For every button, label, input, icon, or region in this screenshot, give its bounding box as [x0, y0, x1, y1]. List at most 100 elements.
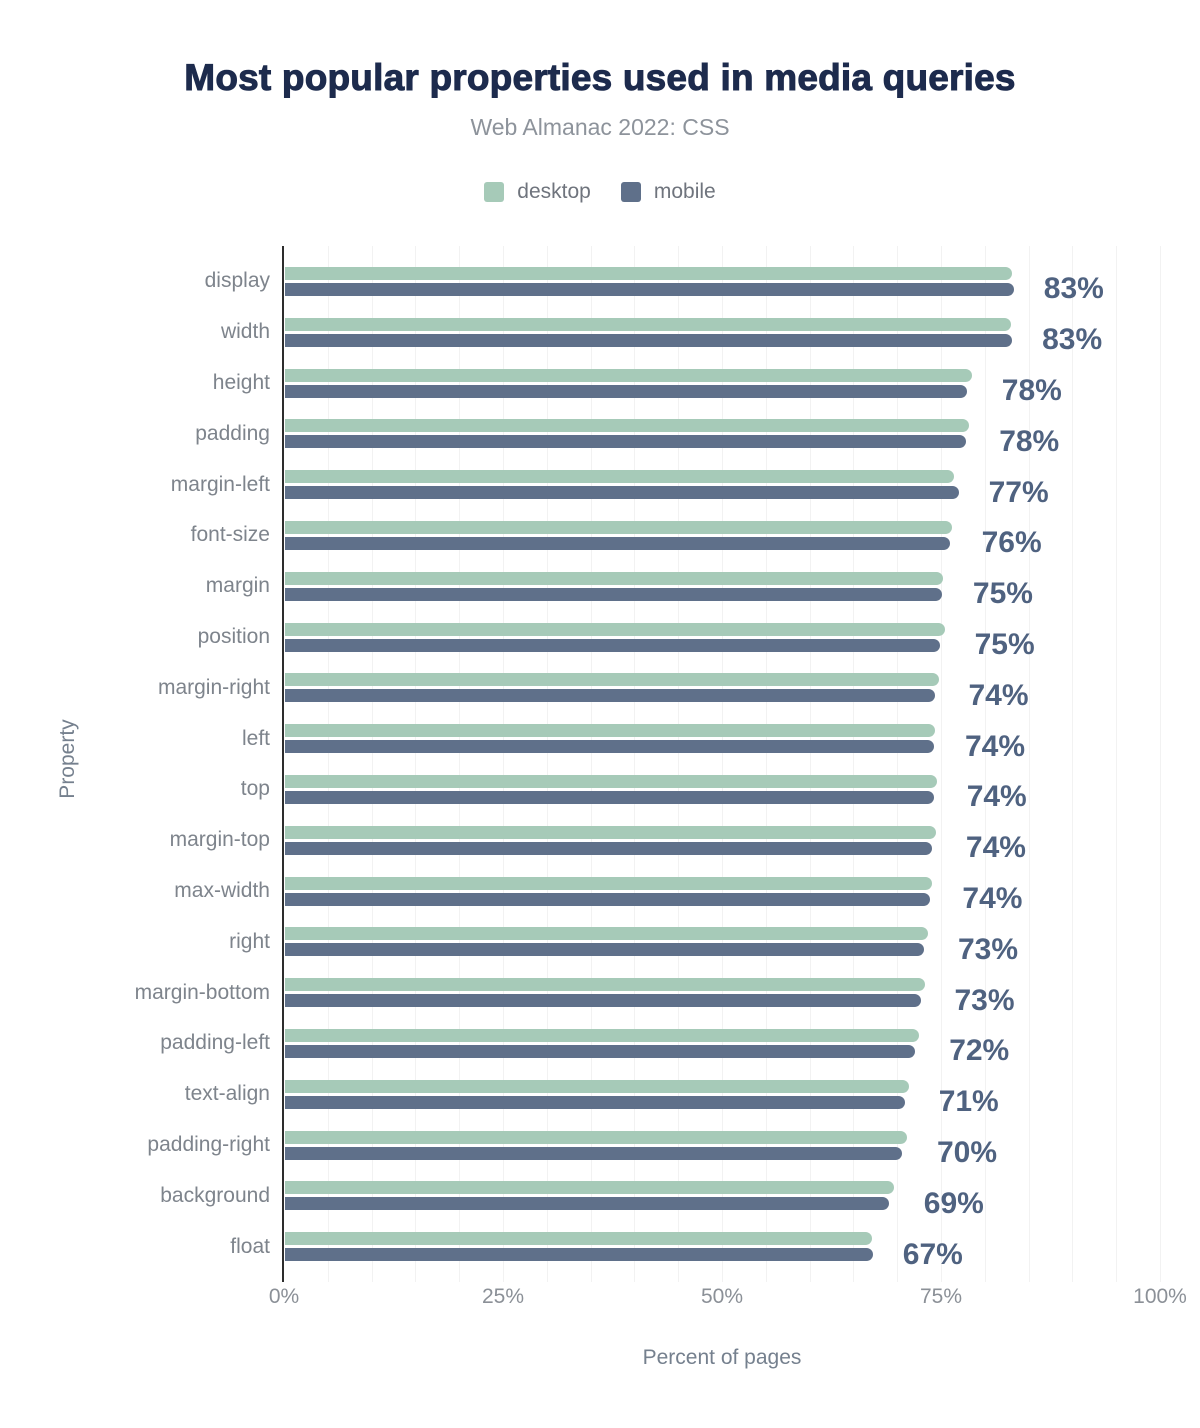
- chart-row: padding 78%: [0, 409, 1200, 460]
- value-label: 67%: [902, 1237, 963, 1271]
- x-axis-title: Percent of pages: [642, 1346, 802, 1369]
- bar-mobile: [285, 486, 959, 500]
- value-label: 73%: [954, 983, 1015, 1017]
- value-label: 72%: [949, 1034, 1010, 1068]
- gridline: [1116, 246, 1118, 1282]
- gridline: [546, 246, 548, 1282]
- x-tick-label: 75%: [919, 1285, 963, 1308]
- chart-row: right 73%: [0, 917, 1200, 968]
- bar-mobile: [285, 740, 935, 754]
- bar-desktop: [285, 368, 972, 382]
- gridline: [853, 246, 855, 1282]
- gridline: [327, 246, 329, 1282]
- bar-mobile: [285, 1044, 915, 1058]
- gridline: [1160, 246, 1161, 1282]
- bar-mobile: [285, 892, 930, 906]
- category-label: max-width: [174, 879, 270, 903]
- value-label: 74%: [965, 831, 1026, 865]
- bar-mobile: [285, 638, 941, 652]
- legend: desktop mobile: [0, 180, 1200, 204]
- bar-mobile: [285, 333, 1013, 347]
- bar-desktop: [285, 571, 943, 585]
- bar-desktop: [285, 673, 939, 687]
- chart-row: width 83%: [0, 307, 1200, 358]
- value-label: 71%: [938, 1085, 999, 1119]
- category-label: padding: [195, 421, 270, 445]
- value-label: 75%: [972, 577, 1033, 611]
- category-label: display: [204, 269, 270, 293]
- gridline: [678, 246, 680, 1282]
- value-label: 73%: [958, 932, 1019, 966]
- category-label: font-size: [190, 523, 270, 547]
- chart-row: max-width 74%: [0, 866, 1200, 917]
- chart-row: margin-bottom 73%: [0, 967, 1200, 1018]
- chart-row: margin-left 77%: [0, 459, 1200, 510]
- x-tick-label: 0%: [268, 1285, 300, 1308]
- bar-desktop: [285, 1232, 872, 1246]
- chart-row: top 74%: [0, 764, 1200, 815]
- bar-mobile: [285, 1095, 906, 1109]
- bar-desktop: [285, 470, 955, 484]
- category-label: width: [220, 320, 270, 344]
- bar-mobile: [285, 790, 935, 804]
- category-label: float: [230, 1234, 270, 1258]
- category-label: margin-bottom: [134, 980, 270, 1004]
- chart-row: margin-top 74%: [0, 815, 1200, 866]
- bar-mobile: [285, 435, 966, 449]
- bar-desktop: [285, 317, 1012, 331]
- mobile-swatch-icon: [620, 182, 641, 202]
- category-label: height: [212, 371, 270, 395]
- gridline: [1072, 246, 1074, 1282]
- bar-mobile: [285, 841, 932, 855]
- category-label: right: [229, 929, 270, 953]
- chart-row: display 83%: [0, 256, 1200, 307]
- category-label: top: [240, 777, 270, 801]
- value-label: 75%: [974, 628, 1035, 662]
- legend-label-mobile: mobile: [653, 180, 716, 203]
- gridline: [1028, 246, 1030, 1282]
- bar-mobile: [285, 943, 924, 957]
- x-tick-label: 100%: [1133, 1285, 1187, 1308]
- x-tick-label: 50%: [700, 1285, 744, 1308]
- chart-row: padding-left 72%: [0, 1018, 1200, 1069]
- value-label: 77%: [988, 475, 1049, 509]
- gridline: [503, 246, 504, 1282]
- gridline: [590, 246, 592, 1282]
- bar-mobile: [285, 1146, 902, 1160]
- category-label: position: [197, 625, 270, 649]
- bar-desktop: [285, 622, 945, 636]
- value-label: 78%: [1001, 374, 1062, 408]
- chart-row: position 75%: [0, 612, 1200, 663]
- value-label: 74%: [968, 678, 1029, 712]
- category-label: margin-left: [170, 472, 270, 496]
- chart-row: background 69%: [0, 1171, 1200, 1222]
- bar-desktop: [285, 724, 935, 738]
- bar-mobile: [285, 384, 968, 398]
- chart-subtitle: Web Almanac 2022: CSS: [470, 114, 730, 140]
- chart-row: padding-right 70%: [0, 1120, 1200, 1171]
- gridline: [941, 246, 942, 1282]
- bar-mobile: [285, 1197, 890, 1211]
- gridline: [459, 246, 461, 1282]
- bar-desktop: [285, 774, 937, 788]
- gridline: [809, 246, 811, 1282]
- category-label: padding-right: [147, 1133, 270, 1157]
- chart-row: font-size 76%: [0, 510, 1200, 561]
- bar-desktop: [285, 1130, 907, 1144]
- bar-desktop: [285, 520, 952, 534]
- gridline: [371, 246, 373, 1282]
- chart-row: margin-right 74%: [0, 663, 1200, 714]
- bar-desktop: [285, 266, 1013, 280]
- value-label: 83%: [1042, 323, 1103, 357]
- chart-row: height 78%: [0, 358, 1200, 409]
- bar-mobile: [285, 536, 950, 550]
- y-axis-line: [282, 246, 284, 1282]
- bar-mobile: [285, 1248, 873, 1262]
- value-label: 83%: [1043, 272, 1104, 306]
- category-label: background: [160, 1183, 270, 1207]
- legend-item-desktop: desktop: [484, 180, 591, 204]
- bar-desktop: [285, 1079, 909, 1093]
- gridline: [634, 246, 636, 1282]
